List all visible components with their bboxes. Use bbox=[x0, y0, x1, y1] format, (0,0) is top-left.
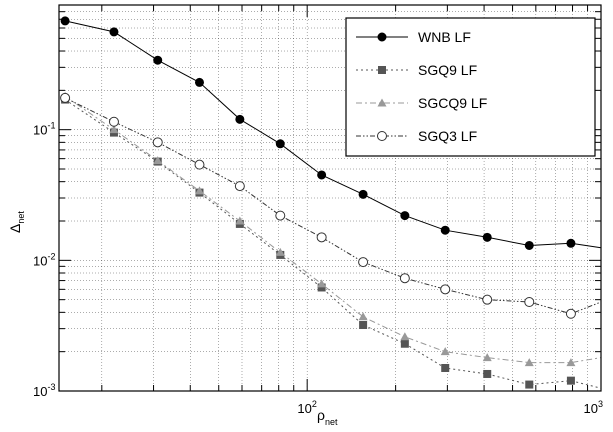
legend-label-3: SGQ3 LF bbox=[418, 128, 477, 144]
data-point bbox=[566, 358, 576, 367]
data-point bbox=[482, 232, 492, 242]
series-line bbox=[64, 20, 602, 249]
series-0 bbox=[60, 16, 602, 250]
data-point bbox=[400, 339, 409, 348]
x-tick-label-exp: 2 bbox=[312, 399, 317, 409]
data-point bbox=[565, 308, 576, 319]
x-tick-label-base: 10 bbox=[584, 401, 598, 416]
data-point bbox=[275, 139, 285, 149]
series-line bbox=[64, 97, 602, 315]
data-point bbox=[525, 380, 534, 389]
x-axis-label-main: ρ bbox=[317, 407, 325, 423]
x-axis-label: ρnet bbox=[317, 407, 338, 427]
x-axis-label-sub: net bbox=[325, 417, 338, 427]
y-tick-label-base: 10 bbox=[33, 384, 47, 399]
legend-label-1: SGQ9 LF bbox=[418, 62, 477, 78]
data-point bbox=[482, 353, 492, 362]
data-point bbox=[235, 216, 245, 225]
y-tick-label: 10-1 bbox=[33, 121, 55, 138]
data-point bbox=[440, 225, 450, 235]
data-point bbox=[482, 294, 493, 305]
legend-label-2: SGCQ9 LF bbox=[418, 95, 487, 111]
y-axis-label-main: Δ bbox=[7, 224, 23, 233]
y-tick-label-exp: -3 bbox=[47, 382, 55, 392]
data-point bbox=[108, 116, 119, 127]
legend-label-0: WNB LF bbox=[418, 29, 471, 45]
y-tick-label-base: 10 bbox=[33, 253, 47, 268]
data-point bbox=[399, 273, 410, 284]
x-tick-label-exp: 3 bbox=[598, 399, 603, 409]
data-point bbox=[317, 279, 327, 288]
data-point bbox=[358, 312, 368, 321]
data-point bbox=[275, 247, 285, 256]
series-2 bbox=[60, 91, 602, 367]
data-point bbox=[317, 170, 327, 180]
x-tick-label: 103 bbox=[584, 399, 603, 416]
series-3 bbox=[60, 92, 602, 319]
x-tick-label: 102 bbox=[297, 399, 316, 416]
data-point bbox=[524, 296, 535, 307]
data-point bbox=[109, 125, 119, 134]
data-point bbox=[359, 320, 368, 329]
legend: WNB LF SGQ9 LF SGCQ9 LF SGQ3 LF bbox=[345, 17, 596, 157]
y-axis-label: Δnet bbox=[7, 211, 26, 233]
data-point bbox=[194, 77, 204, 87]
y-tick-label: 10-2 bbox=[33, 251, 55, 268]
legend-marker-2 bbox=[377, 98, 387, 107]
data-point bbox=[235, 114, 245, 124]
series-line bbox=[64, 99, 602, 389]
data-point bbox=[566, 376, 575, 385]
data-point bbox=[440, 284, 451, 295]
data-point bbox=[400, 332, 410, 341]
data-point bbox=[153, 55, 163, 65]
data-point bbox=[152, 137, 163, 148]
data-point bbox=[440, 347, 450, 356]
data-point bbox=[194, 159, 205, 170]
data-point bbox=[483, 369, 492, 378]
data-point bbox=[400, 211, 410, 221]
data-point bbox=[524, 240, 534, 250]
grid-lines bbox=[59, 4, 602, 392]
legend-box bbox=[345, 17, 596, 157]
data-point bbox=[275, 210, 286, 221]
y-tick-label-exp: -1 bbox=[47, 121, 55, 131]
data-point bbox=[109, 27, 119, 37]
data-point bbox=[194, 186, 204, 195]
data-point bbox=[524, 358, 534, 367]
y-tick-label-base: 10 bbox=[33, 123, 47, 138]
y-tick-label-exp: -2 bbox=[47, 251, 55, 261]
data-point bbox=[358, 189, 368, 199]
series-line bbox=[64, 95, 602, 364]
data-point bbox=[317, 283, 326, 292]
data-point bbox=[358, 257, 369, 268]
data-point bbox=[566, 238, 576, 248]
series-layer bbox=[60, 16, 602, 389]
data-point bbox=[234, 181, 245, 192]
data-point bbox=[60, 92, 71, 103]
legend-marker-0 bbox=[377, 32, 387, 42]
data-point bbox=[153, 156, 163, 165]
x-tick-label-base: 10 bbox=[297, 401, 311, 416]
legend-marker-3 bbox=[377, 131, 387, 141]
data-point bbox=[441, 363, 450, 372]
legend-marker-1 bbox=[378, 66, 386, 74]
data-point bbox=[316, 232, 327, 243]
y-axis-label-sub: net bbox=[16, 211, 26, 224]
data-point bbox=[60, 16, 70, 26]
y-tick-label: 10-3 bbox=[33, 382, 55, 399]
